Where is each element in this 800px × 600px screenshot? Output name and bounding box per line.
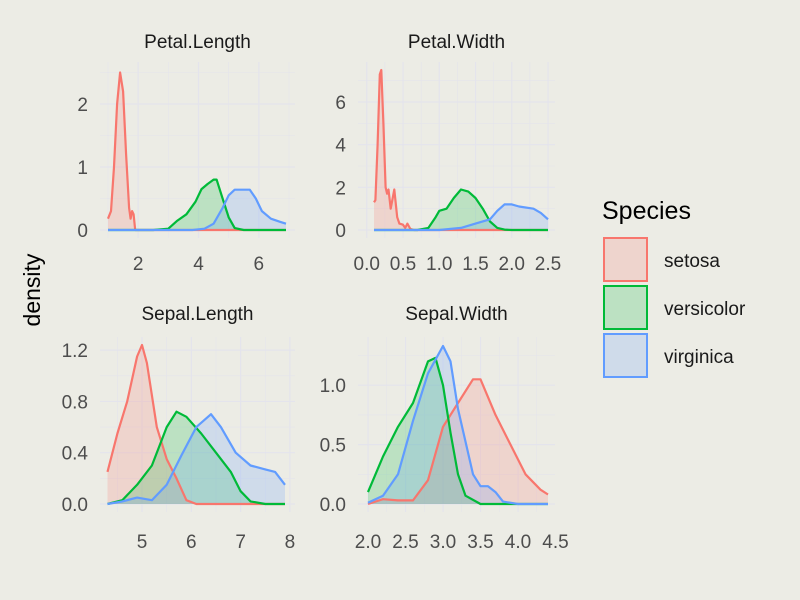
legend-item-versicolor: versicolor bbox=[603, 285, 746, 330]
density-area-virginica bbox=[368, 346, 548, 504]
facet-panels: Petal.Length 2 4 6 0 1 2 Petal.Width 0.0 0.5 1.0 1.… bbox=[62, 32, 569, 553]
y-tick-label: 0.0 bbox=[320, 495, 346, 516]
density-area-virginica bbox=[107, 414, 285, 504]
y-tick-label: 0 bbox=[335, 221, 346, 242]
legend-label: versicolor bbox=[664, 299, 746, 320]
y-tick-label: 1 bbox=[77, 158, 88, 179]
x-tick-label: 1.5 bbox=[462, 254, 488, 275]
density-line-versicolor bbox=[107, 410, 285, 506]
density-area-setosa bbox=[374, 70, 548, 230]
x-tick-label: 7 bbox=[235, 532, 246, 553]
x-tick-label: 2.5 bbox=[535, 254, 561, 275]
x-tick-label: 0.0 bbox=[354, 254, 380, 275]
density-area-virginica bbox=[108, 189, 286, 230]
legend-key-bg bbox=[604, 238, 647, 281]
y-tick-label: 0 bbox=[77, 221, 88, 242]
y-tick-label: 1.0 bbox=[320, 376, 346, 397]
legend-key-bg bbox=[604, 286, 647, 329]
legend-key-swatch bbox=[603, 333, 648, 378]
density-area-setosa bbox=[368, 379, 548, 504]
density-line-setosa bbox=[373, 68, 548, 232]
x-tick-label: 2 bbox=[133, 254, 144, 275]
y-tick-label: 2 bbox=[77, 95, 88, 116]
x-tick-label: 1.0 bbox=[426, 254, 452, 275]
panel-sepal-length: Sepal.Length 5 6 7 8 0.0 0.4 0.8 1.2 bbox=[62, 304, 296, 553]
density-line-versicolor bbox=[108, 178, 286, 232]
y-tick-label: 2 bbox=[335, 178, 346, 199]
y-tick-label: 0.0 bbox=[62, 495, 88, 516]
y-axis-title: density bbox=[19, 253, 45, 326]
density-line-versicolor bbox=[366, 356, 548, 506]
legend: Species setosa versicolor virginica bbox=[602, 197, 746, 378]
facet-title: Petal.Width bbox=[408, 32, 505, 53]
x-tick-label: 8 bbox=[285, 532, 296, 553]
panel-petal-width: Petal.Width 0.0 0.5 1.0 1.5 2.0 2.5 0 2 4 6 bbox=[335, 32, 561, 275]
x-tick-label: 6 bbox=[186, 532, 197, 553]
density-area-versicolor bbox=[368, 357, 548, 504]
density-line-setosa bbox=[106, 343, 285, 506]
x-tick-label: 5 bbox=[137, 532, 148, 553]
y-tick-label: 0.8 bbox=[62, 392, 88, 413]
facet-title: Sepal.Length bbox=[142, 304, 254, 325]
legend-key-swatch bbox=[603, 285, 648, 330]
x-tick-label: 3.5 bbox=[467, 532, 493, 553]
density-line-virginica bbox=[374, 203, 549, 232]
x-tick-label: 2.5 bbox=[392, 532, 418, 553]
density-area-versicolor bbox=[108, 179, 286, 230]
y-tick-label: 4 bbox=[335, 136, 346, 157]
density-area-virginica bbox=[374, 204, 548, 230]
y-tick-label: 0.5 bbox=[320, 436, 346, 457]
density-line-virginica bbox=[108, 188, 287, 232]
x-tick-label: 4 bbox=[193, 254, 204, 275]
y-tick-label: 6 bbox=[335, 93, 346, 114]
x-tick-label: 0.5 bbox=[390, 254, 416, 275]
x-tick-label: 6 bbox=[254, 254, 265, 275]
density-area-setosa bbox=[108, 72, 286, 230]
panel-sepal-width: Sepal.Width 2.0 2.5 3.0 3.5 4.0 4.5 0.0 0.5 1.0 bbox=[320, 304, 569, 553]
x-tick-label: 2.0 bbox=[499, 254, 525, 275]
density-line-virginica bbox=[367, 344, 548, 506]
facet-title: Petal.Length bbox=[144, 32, 251, 53]
x-tick-label: 3.0 bbox=[430, 532, 456, 553]
legend-item-setosa: setosa bbox=[603, 237, 720, 282]
x-tick-label: 4.0 bbox=[505, 532, 531, 553]
density-area-versicolor bbox=[107, 411, 285, 504]
legend-title: Species bbox=[602, 197, 691, 225]
legend-key-bg bbox=[604, 334, 647, 377]
density-line-virginica bbox=[107, 413, 286, 506]
legend-key-swatch bbox=[603, 237, 648, 282]
legend-item-virginica: virginica bbox=[603, 333, 734, 378]
y-tick-label: 1.2 bbox=[62, 341, 88, 362]
panel-petal-length: Petal.Length 2 4 6 0 1 2 bbox=[77, 32, 295, 275]
density-area-versicolor bbox=[374, 189, 548, 230]
legend-label: virginica bbox=[664, 347, 734, 368]
x-tick-label: 2.0 bbox=[355, 532, 381, 553]
density-line-setosa bbox=[367, 378, 549, 506]
x-tick-label: 4.5 bbox=[542, 532, 568, 553]
legend-label: setosa bbox=[664, 251, 720, 272]
density-line-versicolor bbox=[374, 188, 548, 232]
y-tick-label: 0.4 bbox=[62, 444, 89, 465]
density-line-setosa bbox=[106, 71, 286, 232]
facet-title: Sepal.Width bbox=[405, 304, 507, 325]
